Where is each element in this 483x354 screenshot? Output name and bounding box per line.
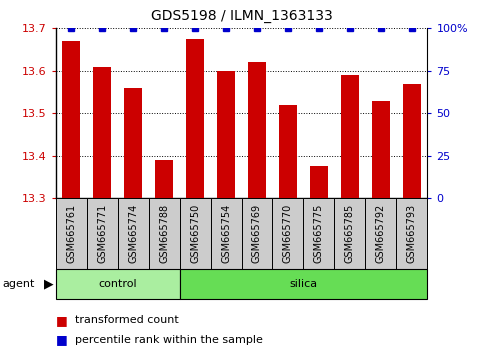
Bar xyxy=(62,41,80,198)
Text: control: control xyxy=(98,279,137,289)
FancyBboxPatch shape xyxy=(56,269,180,299)
Text: GSM665761: GSM665761 xyxy=(66,204,76,263)
Text: GSM665770: GSM665770 xyxy=(283,204,293,263)
Text: GSM665775: GSM665775 xyxy=(314,204,324,263)
Text: silica: silica xyxy=(289,279,317,289)
Bar xyxy=(341,75,359,198)
FancyBboxPatch shape xyxy=(180,198,211,269)
FancyBboxPatch shape xyxy=(303,198,334,269)
Bar xyxy=(279,105,297,198)
Text: percentile rank within the sample: percentile rank within the sample xyxy=(75,335,263,345)
Text: GSM665785: GSM665785 xyxy=(345,204,355,263)
Text: GSM665771: GSM665771 xyxy=(97,204,107,263)
FancyBboxPatch shape xyxy=(56,198,86,269)
Bar xyxy=(93,67,112,198)
FancyBboxPatch shape xyxy=(334,198,366,269)
Bar xyxy=(124,88,142,198)
FancyBboxPatch shape xyxy=(211,198,242,269)
Text: GSM665788: GSM665788 xyxy=(159,204,169,263)
Bar xyxy=(186,39,204,198)
Text: GSM665793: GSM665793 xyxy=(407,204,417,263)
FancyBboxPatch shape xyxy=(117,198,149,269)
Text: GSM665774: GSM665774 xyxy=(128,204,138,263)
Bar xyxy=(403,84,421,198)
Bar xyxy=(217,71,235,198)
Text: ■: ■ xyxy=(56,333,67,346)
Text: transformed count: transformed count xyxy=(75,315,179,325)
Text: GSM665792: GSM665792 xyxy=(376,204,386,263)
FancyBboxPatch shape xyxy=(149,198,180,269)
FancyBboxPatch shape xyxy=(86,198,117,269)
FancyBboxPatch shape xyxy=(397,198,427,269)
Bar xyxy=(310,166,328,198)
FancyBboxPatch shape xyxy=(366,198,397,269)
Text: GSM665750: GSM665750 xyxy=(190,204,200,263)
Text: GSM665754: GSM665754 xyxy=(221,204,231,263)
Text: ■: ■ xyxy=(56,314,67,327)
FancyBboxPatch shape xyxy=(272,198,303,269)
Text: ▶: ▶ xyxy=(43,278,53,291)
FancyBboxPatch shape xyxy=(242,198,272,269)
Bar xyxy=(155,160,173,198)
Text: GDS5198 / ILMN_1363133: GDS5198 / ILMN_1363133 xyxy=(151,9,332,23)
Text: GSM665769: GSM665769 xyxy=(252,204,262,263)
Text: agent: agent xyxy=(2,279,35,289)
Bar xyxy=(372,101,390,198)
FancyBboxPatch shape xyxy=(180,269,427,299)
Bar xyxy=(248,62,266,198)
